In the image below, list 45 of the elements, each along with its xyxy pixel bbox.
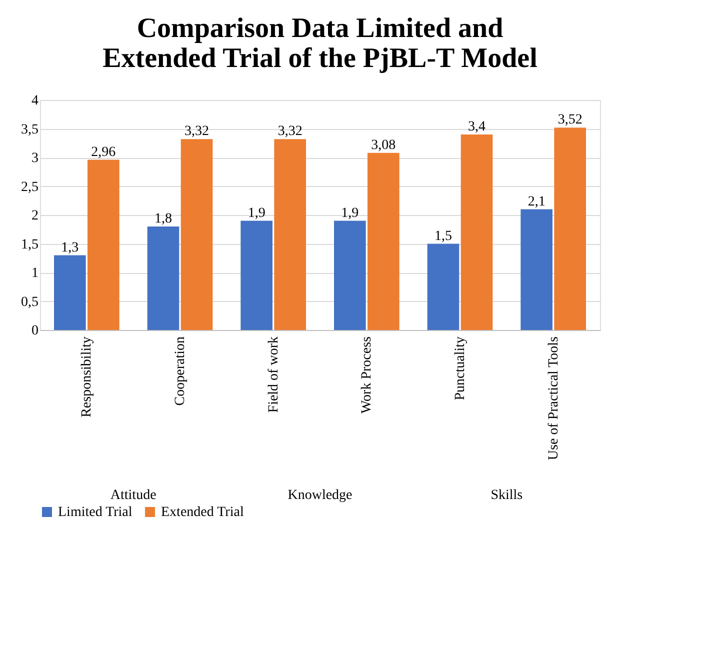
data-label: 3,08 [371,138,396,153]
text: Attitude [110,488,156,503]
bar [54,255,86,330]
y-tick-label: 2,5 [21,180,38,195]
x-tick-label: Punctuality [453,336,468,400]
y-tick-label: 0 [32,324,38,338]
bar [554,128,586,330]
y-tick-label: 4 [32,94,38,108]
data-label: 1,5 [434,228,452,244]
bar [147,226,180,330]
chart-title: Comparison Data Limited and Extended Trial of the PjBL-T Model [102,13,538,74]
data-label: 3,52 [558,112,582,128]
bar [240,220,272,330]
bar [180,139,213,330]
legend-label: Extended Trial [161,505,244,520]
bar [427,244,460,330]
x-tick-label: Responsibility [80,336,95,418]
x-tick-label: Cooperation [173,336,188,406]
y-tick-label: 0,5 [21,294,38,310]
data-label: 1,9 [341,206,359,221]
y-tick-label: 1 [32,266,38,281]
y-tick-label: 3 [32,151,38,166]
data-label: 2,1 [528,194,546,210]
bar [274,139,306,330]
y-tick-label: 1,5 [21,237,38,252]
x-tick-label: Use of Practical Tools [546,336,562,460]
bar [368,152,400,330]
x-tick-label: Work Process [360,336,375,414]
bar [334,220,366,330]
bar [88,160,120,330]
data-label: 1,9 [248,206,266,221]
data-label: 1,8 [154,212,172,226]
x-tick-label: Field of work [266,336,282,413]
text: Skills [490,488,523,503]
data-label: 1,3 [61,240,79,256]
bar [460,134,493,330]
data-label: 3,32 [278,124,302,140]
bar [520,209,552,330]
y-tick-label: 2 [32,208,38,224]
text: Knowledge [288,488,352,503]
legend-label: Limited Trial [58,505,132,520]
data-label: 3,4 [468,120,486,134]
y-tick-label: 3,5 [21,122,38,138]
data-label: 3,32 [184,124,209,140]
data-label: 2,96 [91,144,116,160]
